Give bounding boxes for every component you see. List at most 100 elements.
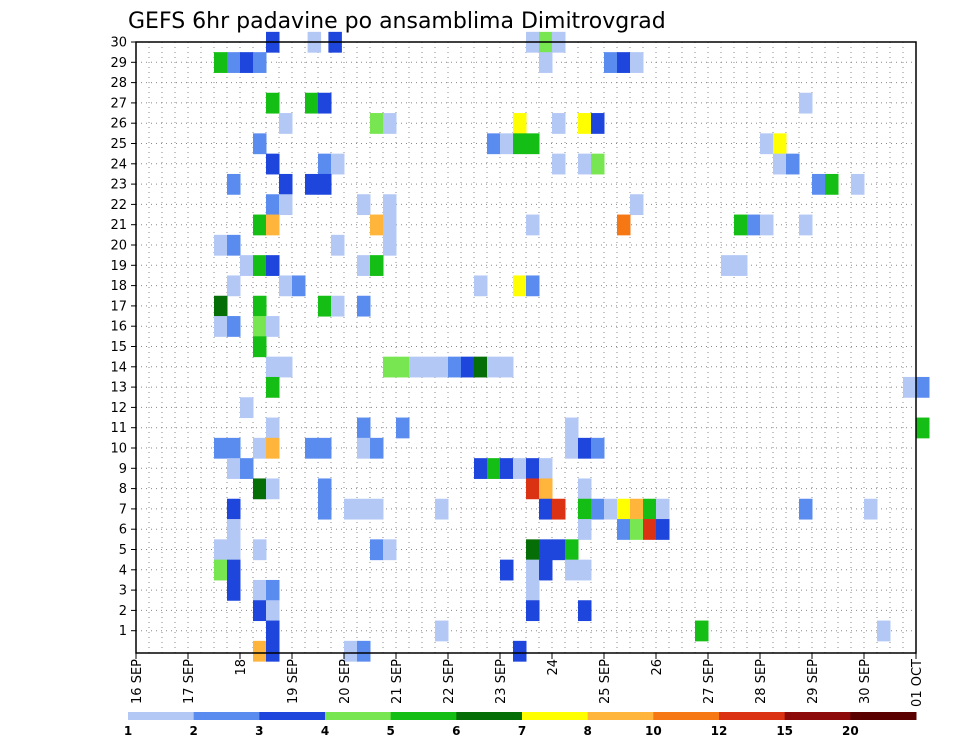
legend-swatch <box>259 712 326 720</box>
precip-cell <box>214 539 228 561</box>
precip-cell <box>266 356 280 378</box>
precip-cell <box>500 559 514 581</box>
legend-swatch <box>325 712 392 720</box>
precip-cell <box>318 478 332 500</box>
legend-label: 6 <box>452 724 460 738</box>
cells-layer <box>214 31 930 662</box>
legend-swatch <box>850 712 917 720</box>
precip-cell <box>877 620 891 642</box>
precip-cell <box>539 559 553 581</box>
precip-cell <box>266 194 280 216</box>
legend-swatch <box>522 712 589 720</box>
x-tick-label: 25 SEP <box>598 659 613 704</box>
precip-cell <box>396 417 410 439</box>
precip-cell <box>500 458 514 479</box>
y-tick-label: 27 <box>110 96 127 111</box>
precip-cell <box>227 559 241 581</box>
precip-cell <box>318 498 332 520</box>
precip-cell <box>279 194 293 216</box>
precip-cell <box>760 133 774 155</box>
precip-cell <box>344 640 358 662</box>
precip-cell <box>240 397 254 419</box>
precip-cell <box>266 214 280 236</box>
precip-cell <box>227 458 241 479</box>
x-axis: 16 SEP 17 SEP 18 19 SEP 20 SEP 21 SEP 22 SEP 23… <box>130 653 925 707</box>
x-tick-label: 29 SEP <box>806 659 821 704</box>
precip-cell <box>253 478 267 500</box>
y-tick-label: 30 <box>110 36 127 51</box>
y-tick-label: 9 <box>119 462 127 477</box>
precip-cell <box>370 255 384 276</box>
precip-cell <box>526 275 540 297</box>
precip-cell <box>539 52 553 73</box>
legend-label: 15 <box>776 724 793 738</box>
precip-cell <box>578 559 592 581</box>
precip-cell <box>539 539 553 561</box>
legend-swatch <box>193 712 260 720</box>
precip-cell <box>617 214 631 236</box>
legend-swatch <box>784 712 851 720</box>
legend-label: 3 <box>255 724 263 738</box>
precip-cell <box>357 640 371 662</box>
legend-swatch <box>456 712 523 720</box>
y-tick-label: 18 <box>110 279 127 294</box>
y-tick-label: 26 <box>110 117 127 132</box>
precip-cell <box>214 437 228 459</box>
precip-cell <box>266 376 280 398</box>
precip-cell <box>214 52 228 73</box>
precip-cell <box>695 620 709 642</box>
y-tick-label: 14 <box>110 360 127 375</box>
precip-cell <box>383 214 397 236</box>
x-tick-label: 18 <box>234 659 249 676</box>
x-tick-label: 24 <box>546 659 561 676</box>
y-axis: 1234567891011121314151617181920212223242… <box>110 36 136 639</box>
precip-cell <box>253 316 267 337</box>
precip-cell <box>370 113 384 134</box>
y-tick-label: 16 <box>110 320 127 335</box>
x-tick-label: 30 SEP <box>858 659 873 704</box>
y-tick-label: 20 <box>110 239 127 254</box>
precip-cell <box>227 316 241 337</box>
y-tick-label: 17 <box>110 299 127 314</box>
y-tick-label: 4 <box>119 563 127 578</box>
precip-cell <box>513 458 527 479</box>
precip-cell <box>474 275 488 297</box>
precip-cell <box>357 194 371 216</box>
precip-cell <box>630 52 644 73</box>
legend-label: 7 <box>518 724 526 738</box>
legend-label: 1 <box>124 724 132 738</box>
precip-cell <box>227 579 241 601</box>
precip-cell <box>526 478 540 500</box>
precip-cell <box>357 255 371 276</box>
precip-cell <box>487 458 501 479</box>
y-tick-label: 23 <box>110 178 127 193</box>
legend-label: 2 <box>189 724 197 738</box>
precip-cell <box>240 52 254 73</box>
precip-cell <box>526 458 540 479</box>
precip-cell <box>526 559 540 581</box>
precip-cell <box>227 173 241 195</box>
y-tick-label: 10 <box>110 442 127 457</box>
precip-cell <box>526 214 540 236</box>
precip-cell <box>331 153 345 175</box>
precip-cell <box>253 579 267 601</box>
precip-cell <box>903 376 917 398</box>
precip-cell <box>851 173 865 195</box>
precip-cell <box>591 113 605 134</box>
precip-cell <box>214 316 228 337</box>
precip-cell <box>266 579 280 601</box>
precip-cell <box>487 133 501 155</box>
precip-cell <box>617 52 631 73</box>
precip-cell <box>383 356 397 378</box>
y-tick-label: 12 <box>110 401 127 416</box>
grid <box>135 41 917 653</box>
precip-cell <box>253 133 267 155</box>
precip-cell <box>799 92 813 114</box>
precip-cell <box>383 234 397 256</box>
precip-cell <box>461 356 475 378</box>
precip-cell <box>500 356 514 378</box>
precip-cell <box>604 52 618 73</box>
precip-cell <box>526 579 540 601</box>
precip-cell <box>552 539 566 561</box>
x-tick-label: 28 SEP <box>754 659 769 704</box>
